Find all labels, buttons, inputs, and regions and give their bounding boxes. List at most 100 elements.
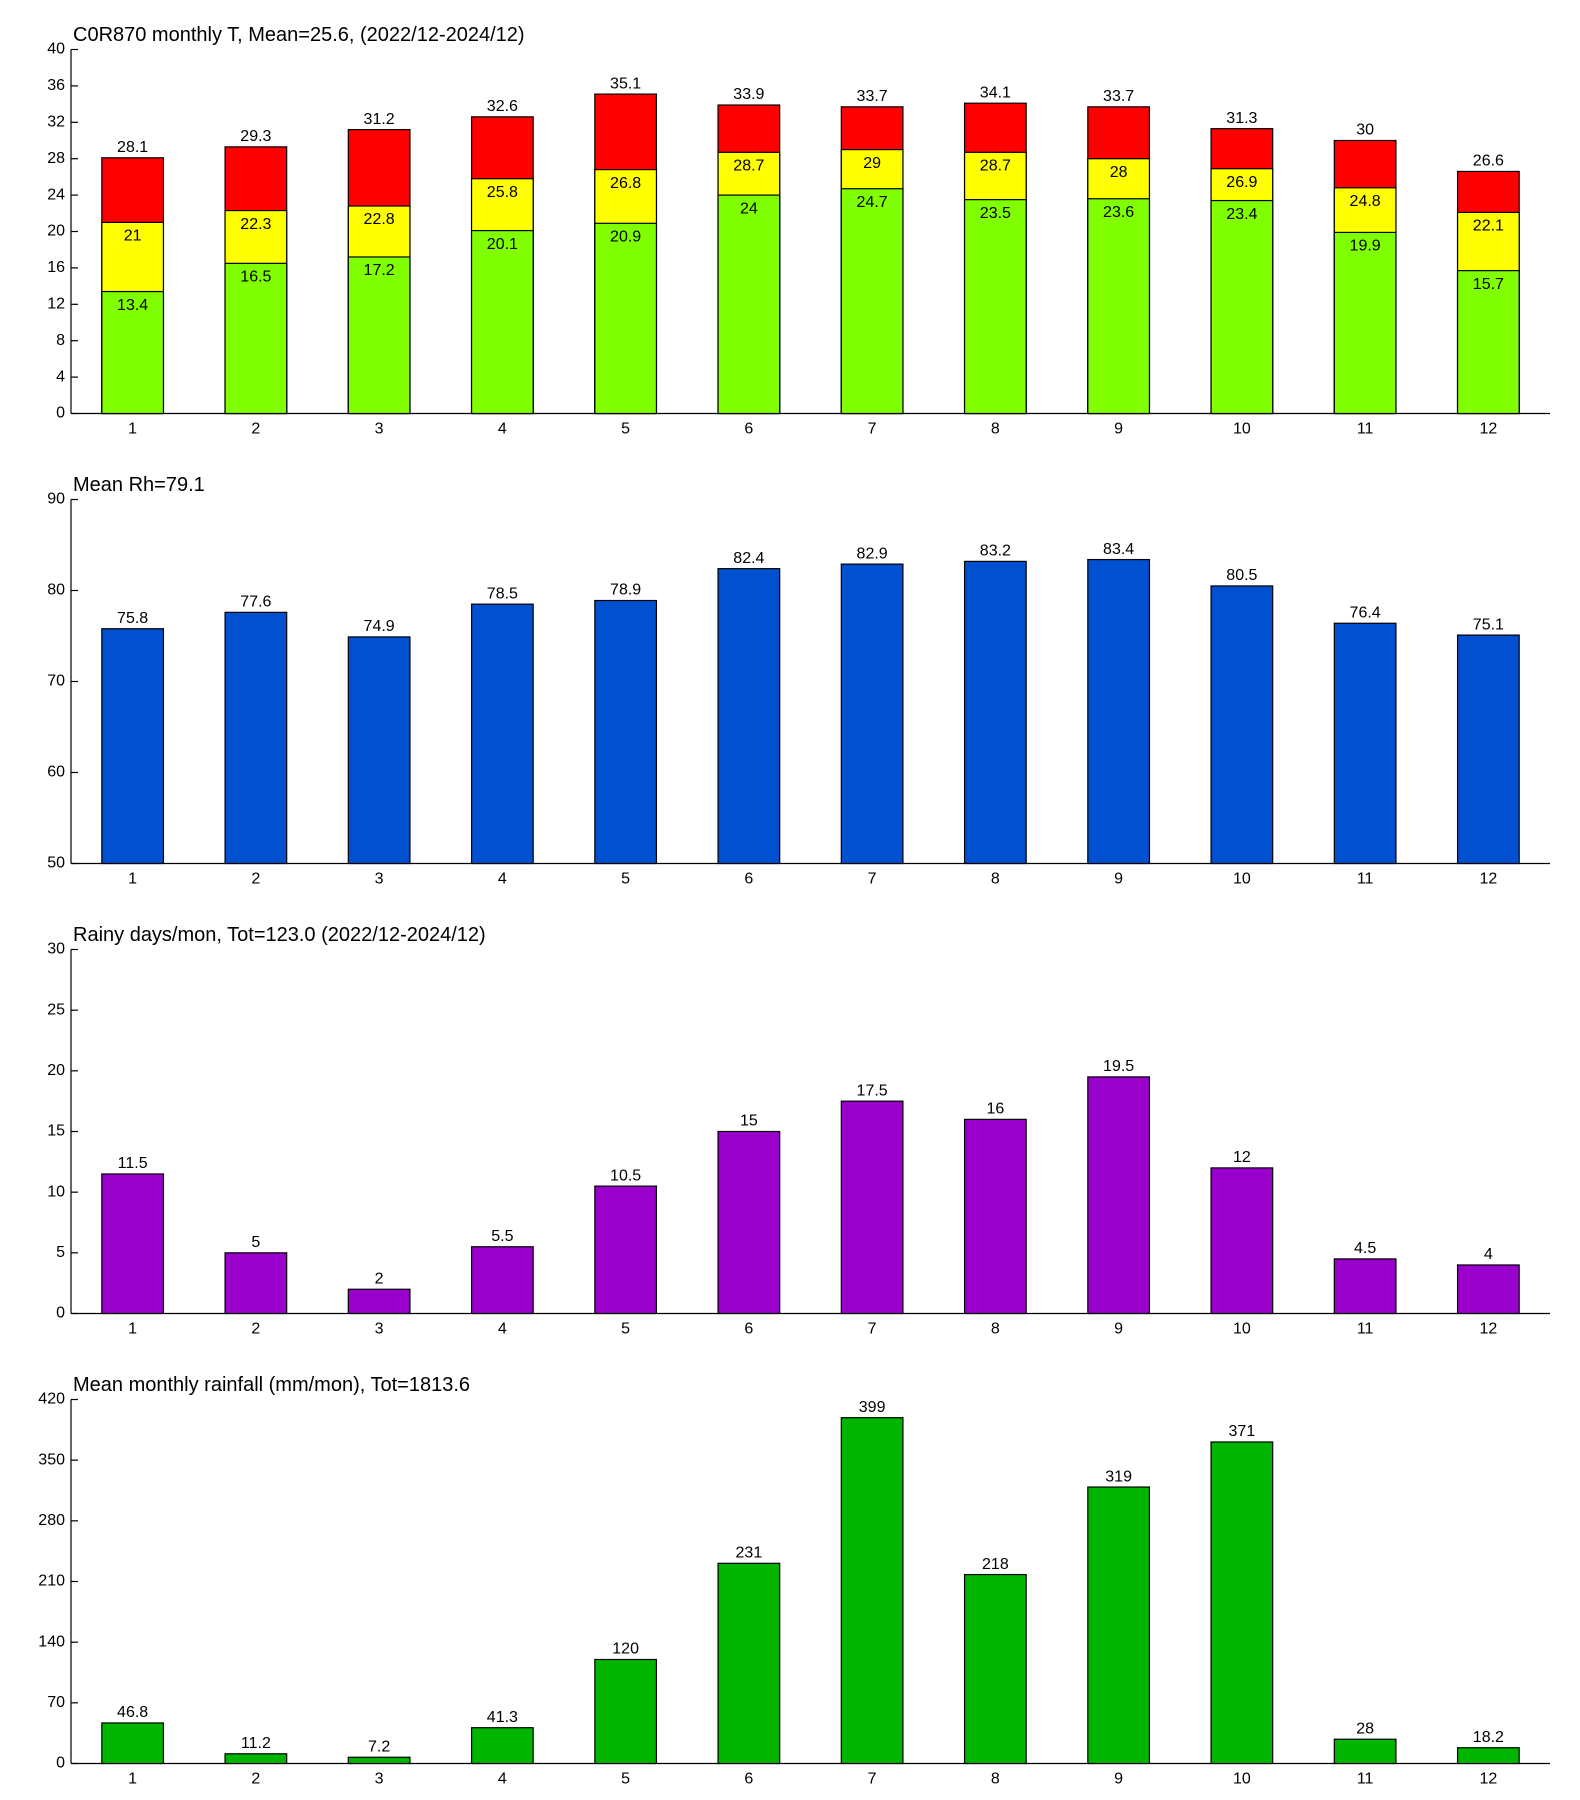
x-tick-label: 4 <box>498 1321 507 1338</box>
data-label: 371 <box>1229 1423 1256 1440</box>
data-label: 24.8 <box>1350 193 1381 210</box>
data-label: 19.5 <box>1103 1058 1134 1075</box>
chart-title: C0R870 monthly T, Mean=25.6, (2022/12-20… <box>73 24 525 46</box>
y-tick-label: 20 <box>47 1062 65 1079</box>
data-label: 31.2 <box>364 111 395 128</box>
bar <box>224 1252 288 1315</box>
bar <box>717 1130 781 1315</box>
x-tick-label: 5 <box>621 1321 630 1338</box>
bar <box>1210 585 1274 865</box>
y-tick-label: 210 <box>38 1573 65 1590</box>
x-tick-label: 6 <box>744 1771 753 1788</box>
data-label: 75.8 <box>117 610 148 627</box>
bar <box>1333 1258 1397 1315</box>
data-label: 41.3 <box>487 1709 518 1726</box>
bar <box>963 1573 1027 1765</box>
bar <box>1087 558 1151 865</box>
y-tick-label: 50 <box>47 855 65 872</box>
x-tick-label: 10 <box>1233 1771 1251 1788</box>
x-tick-label: 2 <box>251 871 260 888</box>
x-tick-label: 3 <box>375 871 384 888</box>
data-label: 26.6 <box>1473 153 1504 170</box>
data-label: 28 <box>1110 164 1128 181</box>
bar <box>594 599 658 865</box>
x-tick-label: 7 <box>868 871 877 888</box>
data-label: 22.1 <box>1473 218 1504 235</box>
data-label: 26.8 <box>610 175 641 192</box>
data-label: 74.9 <box>364 618 395 635</box>
bar <box>1456 1264 1520 1315</box>
x-tick-label: 3 <box>375 421 384 438</box>
bar <box>1456 1747 1520 1765</box>
bar <box>347 1756 411 1765</box>
data-label: 24.7 <box>857 194 888 211</box>
y-tick-label: 20 <box>47 223 65 240</box>
x-tick-label: 2 <box>251 421 260 438</box>
data-label: 13.4 <box>117 297 148 314</box>
data-label: 33.7 <box>857 88 888 105</box>
bar <box>1333 1738 1397 1765</box>
bar <box>101 1722 165 1765</box>
x-tick-label: 11 <box>1357 871 1374 888</box>
data-label: 75.1 <box>1473 616 1504 633</box>
bar <box>470 603 534 865</box>
bar <box>1087 1486 1151 1765</box>
x-tick-label: 4 <box>498 871 507 888</box>
bar <box>1210 1167 1274 1315</box>
y-tick-label: 32 <box>47 114 65 131</box>
y-tick-label: 90 <box>47 491 65 508</box>
x-tick-label: 6 <box>744 1321 753 1338</box>
x-tick-label: 5 <box>621 1771 630 1788</box>
bar <box>1210 199 1274 415</box>
data-label: 23.4 <box>1226 206 1257 223</box>
data-label: 10.5 <box>610 1167 641 1184</box>
y-tick-label: 70 <box>47 673 65 690</box>
data-label: 26.9 <box>1226 174 1257 191</box>
y-tick-label: 10 <box>47 1183 65 1200</box>
x-tick-label: 7 <box>868 1321 877 1338</box>
data-label: 24 <box>740 200 758 217</box>
data-label: 46.8 <box>117 1704 148 1721</box>
bar <box>594 1185 658 1315</box>
data-label: 18.2 <box>1473 1729 1504 1746</box>
bar <box>224 611 288 865</box>
data-label: 23.6 <box>1103 204 1134 221</box>
data-label: 83.4 <box>1103 541 1134 558</box>
chart-title: Rainy days/mon, Tot=123.0 (2022/12-2024/… <box>73 924 486 946</box>
data-label: 5 <box>251 1234 260 1251</box>
data-label: 20.9 <box>610 229 641 246</box>
x-tick-label: 6 <box>744 871 753 888</box>
data-label: 15.7 <box>1473 276 1504 293</box>
bar <box>963 560 1027 865</box>
x-tick-label: 1 <box>128 421 137 438</box>
data-label: 82.9 <box>857 545 888 562</box>
x-tick-label: 10 <box>1233 421 1251 438</box>
data-label: 11.5 <box>118 1155 148 1172</box>
data-label: 11.2 <box>241 1735 271 1752</box>
data-label: 78.5 <box>487 585 518 602</box>
data-label: 32.6 <box>487 98 518 115</box>
y-tick-label: 280 <box>38 1512 65 1529</box>
bar <box>594 1658 658 1765</box>
data-label: 22.8 <box>364 211 395 228</box>
x-tick-label: 7 <box>868 1771 877 1788</box>
y-tick-label: 0 <box>56 1755 65 1772</box>
data-label: 83.2 <box>980 543 1011 560</box>
data-label: 319 <box>1105 1468 1132 1485</box>
data-label: 80.5 <box>1226 567 1257 584</box>
x-tick-label: 1 <box>128 1771 137 1788</box>
y-tick-label: 16 <box>47 259 65 276</box>
x-tick-label: 4 <box>498 1771 507 1788</box>
bar <box>224 262 288 415</box>
data-label: 399 <box>859 1399 886 1416</box>
y-tick-label: 5 <box>56 1244 65 1261</box>
data-label: 78.9 <box>610 582 641 599</box>
data-label: 19.9 <box>1350 238 1381 255</box>
data-label: 28.1 <box>117 139 148 156</box>
bar <box>1087 1076 1151 1315</box>
bar <box>224 1753 288 1765</box>
x-tick-label: 3 <box>375 1771 384 1788</box>
bar <box>840 1100 904 1315</box>
bar <box>347 256 411 415</box>
